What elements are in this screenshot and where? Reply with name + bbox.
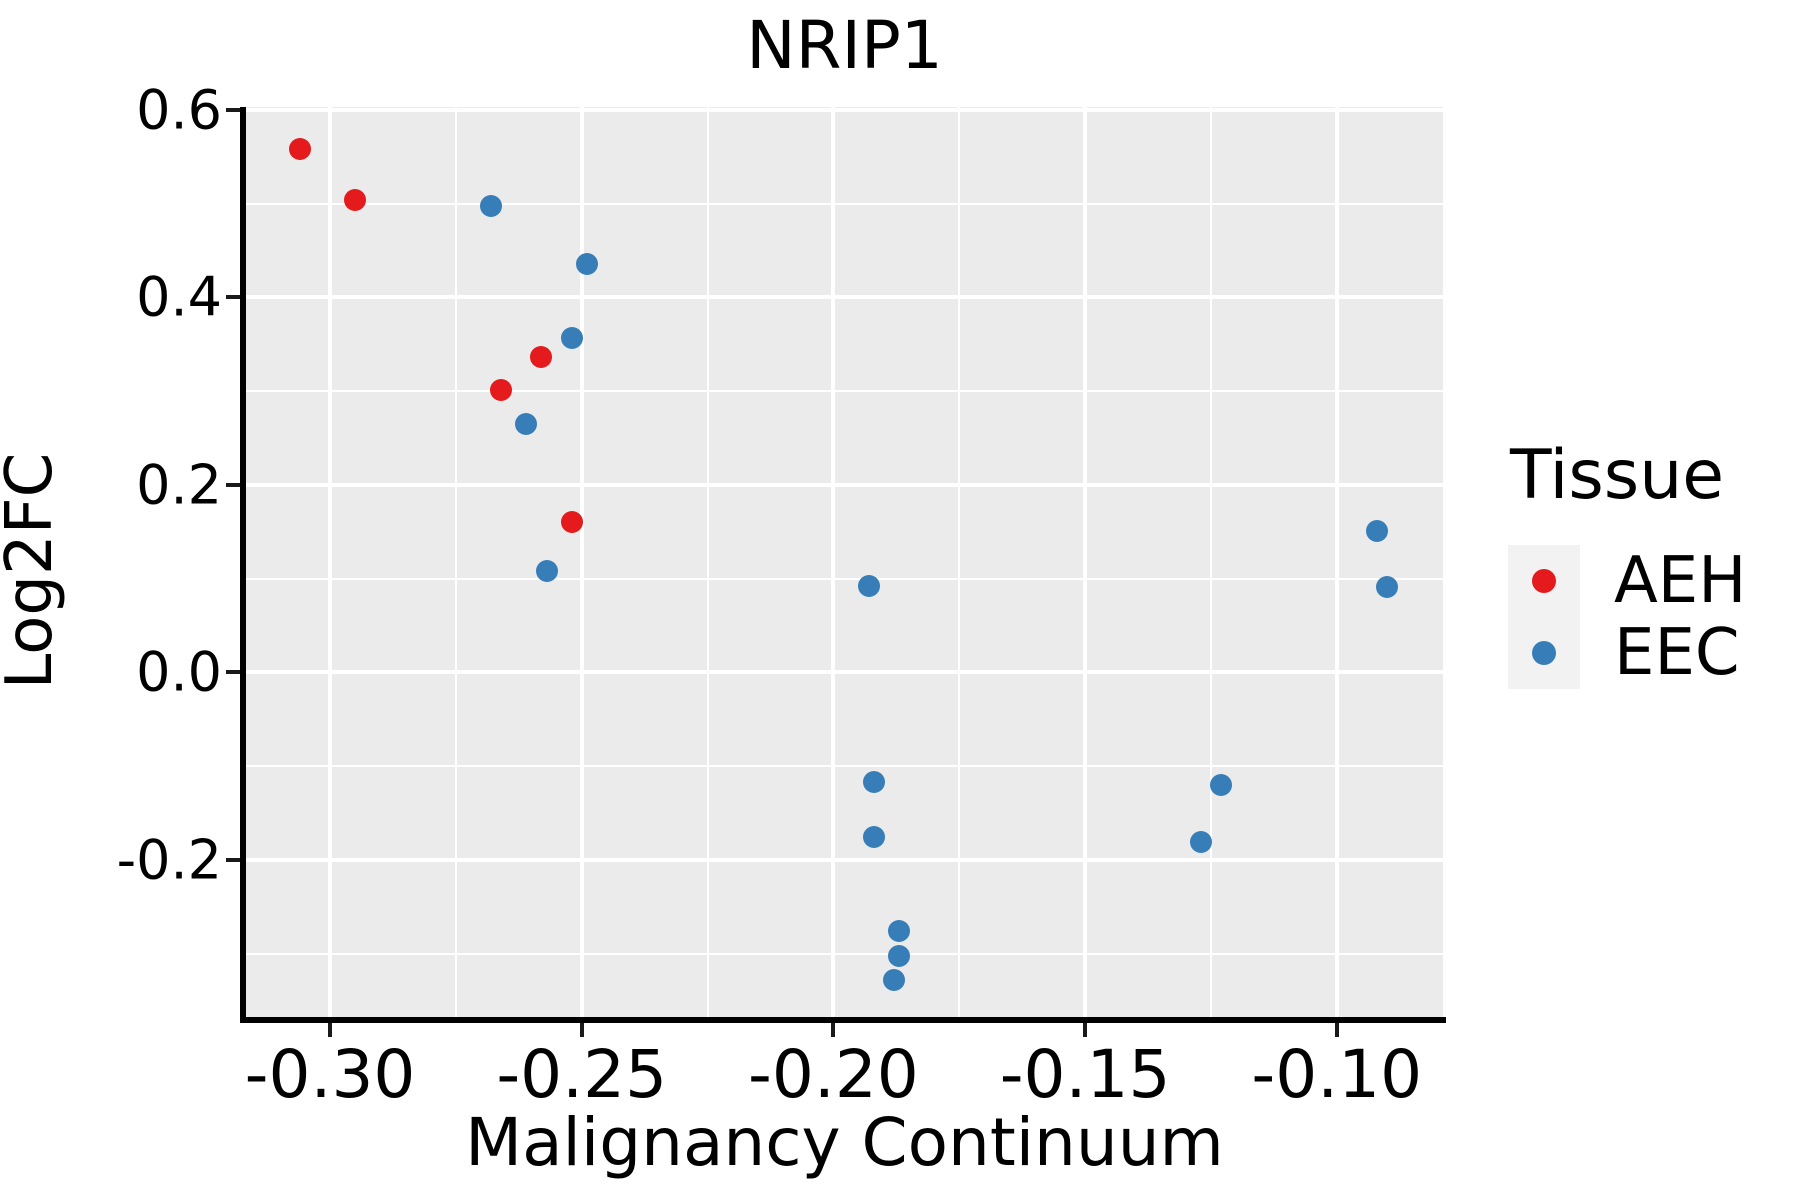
data-point-eec bbox=[1366, 519, 1389, 542]
y-axis-tick bbox=[226, 670, 240, 675]
y-major-gridline bbox=[246, 107, 1443, 112]
y-axis-line bbox=[240, 107, 246, 1023]
y-tick-label: 0.2 bbox=[136, 453, 222, 517]
y-major-gridline bbox=[246, 857, 1443, 862]
data-point-eec bbox=[1376, 576, 1399, 599]
x-axis-tick bbox=[1334, 1023, 1339, 1037]
data-point-eec bbox=[862, 771, 885, 794]
x-axis-tick bbox=[831, 1023, 836, 1037]
y-major-gridline bbox=[246, 670, 1443, 675]
x-major-gridline bbox=[831, 107, 836, 1020]
eec-point-marker-icon bbox=[1532, 641, 1556, 665]
y-major-gridline bbox=[246, 482, 1443, 487]
data-point-eec bbox=[535, 560, 558, 583]
x-minor-gridline bbox=[706, 107, 709, 1020]
data-point-eec bbox=[882, 968, 905, 991]
y-axis-tick bbox=[226, 857, 240, 862]
data-point-eec bbox=[560, 326, 583, 349]
x-axis-tick bbox=[328, 1023, 333, 1037]
y-tick-label: 0.6 bbox=[136, 78, 222, 142]
data-point-eec bbox=[862, 825, 885, 848]
data-point-eec bbox=[1210, 773, 1233, 796]
x-axis-title: Malignancy Continuum bbox=[465, 1104, 1224, 1181]
x-axis-line bbox=[240, 1017, 1446, 1023]
legend-item-eec: EEC bbox=[1508, 616, 1788, 690]
y-tick-label: 0.0 bbox=[136, 640, 222, 704]
x-axis-tick bbox=[579, 1023, 584, 1037]
x-tick-label: -0.10 bbox=[1251, 1036, 1423, 1113]
data-point-eec bbox=[857, 575, 880, 598]
legend-label-aeh: AEH bbox=[1614, 544, 1747, 618]
x-major-gridline bbox=[1083, 107, 1088, 1020]
x-tick-label: -0.20 bbox=[748, 1036, 919, 1113]
data-point-eec bbox=[1189, 831, 1212, 854]
x-minor-gridline bbox=[1209, 107, 1212, 1020]
data-point-aeh bbox=[560, 510, 583, 533]
x-minor-gridline bbox=[958, 107, 961, 1020]
data-point-aeh bbox=[490, 379, 513, 402]
data-point-eec bbox=[480, 194, 503, 217]
data-point-aeh bbox=[530, 345, 553, 368]
x-axis-tick bbox=[1083, 1023, 1088, 1037]
legend: Tissue AEH EEC bbox=[1508, 436, 1788, 690]
legend-title: Tissue bbox=[1510, 436, 1725, 515]
y-major-gridline bbox=[246, 295, 1443, 300]
y-axis-title: Log2FC bbox=[0, 452, 67, 690]
x-major-gridline bbox=[328, 107, 333, 1020]
x-tick-label: -0.15 bbox=[999, 1036, 1171, 1113]
x-tick-label: -0.25 bbox=[496, 1036, 668, 1113]
y-minor-gridline bbox=[246, 765, 1443, 768]
plot-panel bbox=[246, 107, 1443, 1020]
data-point-eec bbox=[887, 944, 910, 967]
y-tick-label: -0.2 bbox=[116, 828, 222, 892]
data-point-aeh bbox=[344, 188, 367, 211]
x-minor-gridline bbox=[454, 107, 457, 1020]
y-tick-label: 0.4 bbox=[136, 265, 222, 329]
aeh-point-marker-icon bbox=[1532, 569, 1556, 593]
y-minor-gridline bbox=[246, 952, 1443, 955]
y-axis-tick bbox=[226, 295, 240, 300]
legend-label-eec: EEC bbox=[1614, 616, 1740, 690]
y-minor-gridline bbox=[246, 390, 1443, 393]
data-point-eec bbox=[515, 413, 538, 436]
x-tick-label: -0.30 bbox=[244, 1036, 416, 1113]
legend-key-eec bbox=[1508, 617, 1580, 689]
legend-key-aeh bbox=[1508, 545, 1580, 617]
y-minor-gridline bbox=[246, 577, 1443, 580]
y-minor-gridline bbox=[246, 202, 1443, 205]
plot-title: NRIP1 bbox=[746, 7, 943, 84]
data-point-aeh bbox=[288, 138, 311, 161]
y-axis-tick bbox=[226, 107, 240, 112]
data-point-eec bbox=[575, 252, 598, 275]
legend-item-aeh: AEH bbox=[1508, 544, 1788, 618]
x-major-gridline bbox=[1334, 107, 1339, 1020]
data-point-eec bbox=[887, 920, 910, 943]
x-major-gridline bbox=[579, 107, 584, 1020]
y-axis-tick bbox=[226, 482, 240, 487]
